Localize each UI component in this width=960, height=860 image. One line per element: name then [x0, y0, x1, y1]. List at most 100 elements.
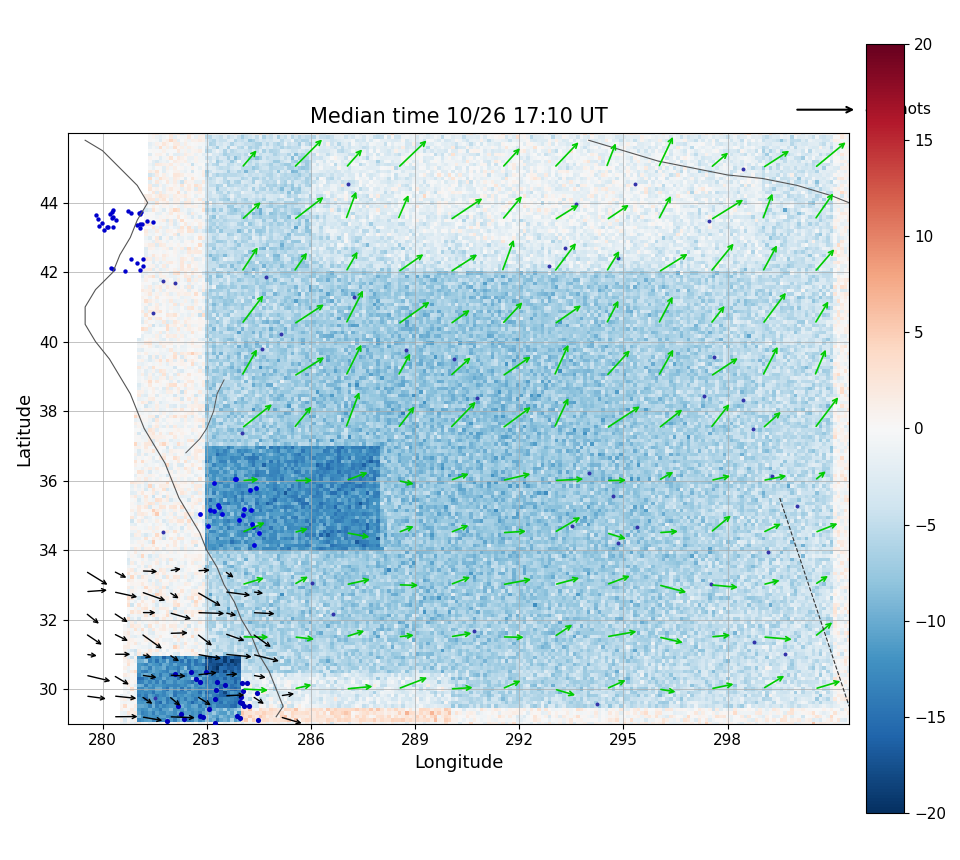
Point	[106, 210, 121, 224]
Point	[249, 481, 264, 494]
Point	[254, 342, 270, 356]
Point	[88, 208, 104, 222]
Point	[341, 177, 356, 191]
Point	[188, 672, 204, 685]
Point	[469, 390, 485, 404]
Point	[541, 260, 557, 273]
Point	[91, 218, 107, 232]
Point	[132, 206, 147, 220]
Point	[170, 699, 185, 713]
Point	[242, 483, 257, 497]
Point	[628, 177, 643, 191]
Point	[274, 328, 289, 341]
Point	[199, 665, 214, 679]
Point	[233, 691, 249, 704]
Point	[192, 675, 207, 689]
Point	[91, 212, 107, 225]
Point	[325, 607, 341, 621]
Point	[236, 699, 252, 713]
Point	[148, 691, 163, 705]
Point	[135, 252, 151, 266]
Point	[398, 342, 414, 356]
Point	[564, 519, 580, 533]
Point	[132, 222, 148, 236]
Point	[206, 476, 222, 490]
Point	[250, 713, 265, 727]
Point	[132, 263, 148, 277]
Point	[234, 676, 250, 690]
Point	[106, 262, 121, 276]
Point	[103, 206, 118, 220]
Point	[735, 393, 751, 407]
Point	[304, 576, 320, 590]
Point	[209, 675, 225, 689]
Point	[246, 520, 261, 534]
Point	[105, 205, 120, 218]
Point	[746, 636, 761, 649]
Title: Median time 10/26 17:10 UT: Median time 10/26 17:10 UT	[310, 106, 608, 126]
Point	[760, 545, 776, 559]
Point	[229, 709, 245, 722]
Point	[557, 242, 572, 255]
Point	[133, 206, 149, 219]
Point	[234, 697, 250, 710]
Point	[121, 204, 136, 218]
Point	[466, 624, 481, 637]
Point	[145, 306, 160, 320]
Point	[193, 710, 208, 723]
Point	[146, 215, 161, 229]
Point	[203, 503, 218, 517]
Point	[611, 536, 626, 550]
Point	[239, 676, 254, 690]
Point	[251, 525, 266, 539]
Point	[446, 352, 462, 365]
Point	[159, 715, 175, 728]
Point	[210, 498, 226, 512]
Point	[232, 711, 248, 725]
Point	[250, 686, 265, 700]
Point	[764, 469, 780, 482]
Point	[259, 270, 275, 284]
Point	[167, 667, 182, 681]
Point	[177, 712, 192, 726]
Point	[235, 684, 251, 697]
Point	[217, 679, 232, 692]
Point	[202, 702, 217, 716]
Point	[778, 647, 793, 660]
Point	[106, 220, 121, 234]
Point	[207, 716, 223, 729]
Point	[206, 504, 222, 518]
Point	[207, 692, 223, 706]
Point	[167, 276, 182, 290]
Point	[789, 499, 804, 513]
Point	[214, 507, 229, 520]
Point	[231, 513, 247, 527]
Point	[568, 197, 584, 211]
Point	[200, 519, 215, 533]
Point	[135, 260, 151, 273]
Point	[101, 220, 116, 234]
Y-axis label: Latitude: Latitude	[15, 391, 33, 465]
Text: 40 knots: 40 knots	[865, 102, 931, 117]
Point	[228, 472, 244, 486]
X-axis label: Longitude: Longitude	[414, 754, 503, 772]
Point	[97, 223, 112, 237]
Point	[611, 251, 626, 265]
Point	[707, 350, 722, 364]
Point	[193, 507, 208, 520]
Point	[236, 507, 252, 521]
Point	[108, 213, 124, 227]
Point	[247, 538, 262, 552]
Point	[606, 489, 621, 503]
Point	[244, 517, 259, 531]
Point	[703, 578, 718, 592]
Point	[234, 426, 250, 439]
Point	[208, 683, 224, 697]
Point	[123, 252, 138, 266]
Point	[242, 699, 257, 713]
Point	[183, 666, 199, 679]
Point	[139, 214, 155, 228]
Point	[244, 504, 259, 518]
Point	[118, 264, 133, 278]
Point	[156, 525, 171, 538]
